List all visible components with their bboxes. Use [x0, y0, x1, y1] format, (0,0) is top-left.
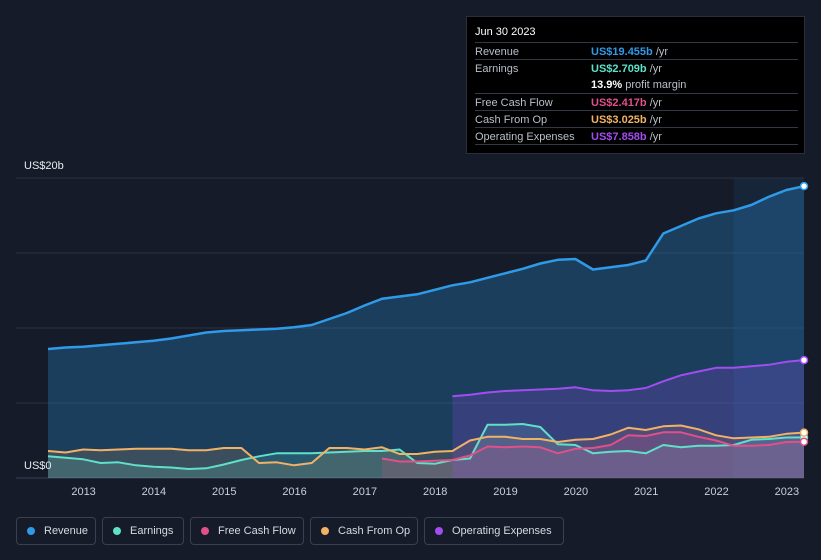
x-tick-label: 2017 [353, 486, 377, 498]
tooltip-divider [475, 144, 798, 146]
tooltip-label: Operating Expenses [475, 131, 575, 143]
tooltip-unit: /yr [652, 46, 669, 58]
x-tick-label: 2021 [634, 486, 658, 498]
tooltip-row-operating-expenses: Operating Expenses US$7.858b /yr [475, 127, 798, 145]
legend-item-free-cash-flow[interactable]: Free Cash Flow [190, 517, 304, 545]
x-tick-label: 2019 [493, 486, 517, 498]
line-layer [47, 184, 805, 470]
tooltip-unit: /yr [646, 63, 662, 75]
area-earnings [48, 424, 804, 478]
tooltip-unit: /yr [646, 97, 662, 109]
tooltip-value: US$7.858b [591, 131, 647, 143]
legend-label: Free Cash Flow [218, 525, 296, 537]
legend-dot-icon [113, 527, 121, 535]
endpoint-markers [799, 181, 809, 446]
area-cash-from-op [48, 425, 804, 478]
tooltip-value: US$2.417b [591, 97, 647, 109]
legend-dot-icon [27, 527, 35, 535]
line-cash-from-op [47, 424, 805, 467]
y-axis-label-bottom: US$0 [24, 460, 52, 472]
x-tick-label: 2013 [71, 486, 95, 498]
tooltip-label: Revenue [475, 46, 520, 58]
tooltip-row-earnings: Earnings US$2.709b /yr [475, 59, 798, 77]
tooltip-label: Cash From Op [475, 114, 548, 126]
legend-item-operating-expenses[interactable]: Operating Expenses [424, 517, 564, 545]
tooltip-row-revenue: Revenue US$19.455b /yr [475, 42, 798, 60]
line-operating-expenses [452, 359, 805, 398]
line-revenue [47, 184, 805, 351]
tooltip-unit: /yr [646, 131, 662, 143]
tooltip-unit: /yr [646, 114, 662, 126]
tooltip-value: 13.9% [591, 79, 623, 91]
x-tick-label: 2020 [564, 486, 588, 498]
tooltip-panel: Jun 30 2023 Revenue US$19.455b /yr Earni… [466, 16, 805, 154]
tooltip-row-free-cash-flow: Free Cash Flow US$2.417b /yr [475, 93, 798, 111]
tooltip-unit: profit margin [622, 79, 687, 91]
tooltip-value: US$2.709b [591, 63, 647, 75]
y-axis-label-top: US$20b [24, 160, 64, 172]
area-free-cash-flow [382, 432, 804, 478]
endpoint-cash-from-op [799, 428, 809, 437]
legend-dot-icon [201, 527, 209, 535]
legend-item-earnings[interactable]: Earnings [102, 517, 184, 545]
forecast-shade [733, 178, 804, 478]
tooltip-row-cash-from-op: Cash From Op US$3.025b /yr [475, 110, 798, 128]
x-tick-label: 2014 [142, 486, 166, 498]
legend-label: Revenue [44, 525, 89, 537]
legend-label: Operating Expenses [452, 525, 552, 537]
legend-label: Earnings [130, 525, 174, 537]
grid [16, 177, 804, 479]
x-tick-label: 2018 [423, 486, 447, 498]
x-tick-label: 2016 [282, 486, 306, 498]
x-tick-label: 2015 [212, 486, 236, 498]
tooltip-label: Earnings [475, 63, 519, 75]
area-revenue [48, 186, 804, 478]
tooltip-value: US$19.455b [591, 46, 653, 58]
legend-dot-icon [435, 527, 443, 535]
x-axis-ticks: 2013 2014 2015 2016 2017 2018 2019 2020 2021 2022… [71, 486, 799, 498]
x-tick-label: 2022 [704, 486, 728, 498]
endpoint-free-cash-flow [799, 437, 809, 446]
endpoint-revenue [799, 181, 809, 191]
legend-dot-icon [321, 527, 329, 535]
endpoint-operating-expenses [799, 355, 809, 365]
tooltip-date: Jun 30 2023 [475, 26, 536, 38]
line-earnings [47, 423, 805, 470]
legend-label: Cash From Op [338, 525, 411, 537]
tooltip-row-margin: 13.9% profit margin [475, 76, 798, 93]
tooltip-label: Free Cash Flow [475, 97, 553, 109]
legend-item-revenue[interactable]: Revenue [16, 517, 96, 545]
line-free-cash-flow [381, 431, 805, 463]
legend-item-cash-from-op[interactable]: Cash From Op [310, 517, 418, 545]
tooltip-value: US$3.025b [591, 114, 647, 126]
x-tick-label: 2023 [775, 486, 799, 498]
